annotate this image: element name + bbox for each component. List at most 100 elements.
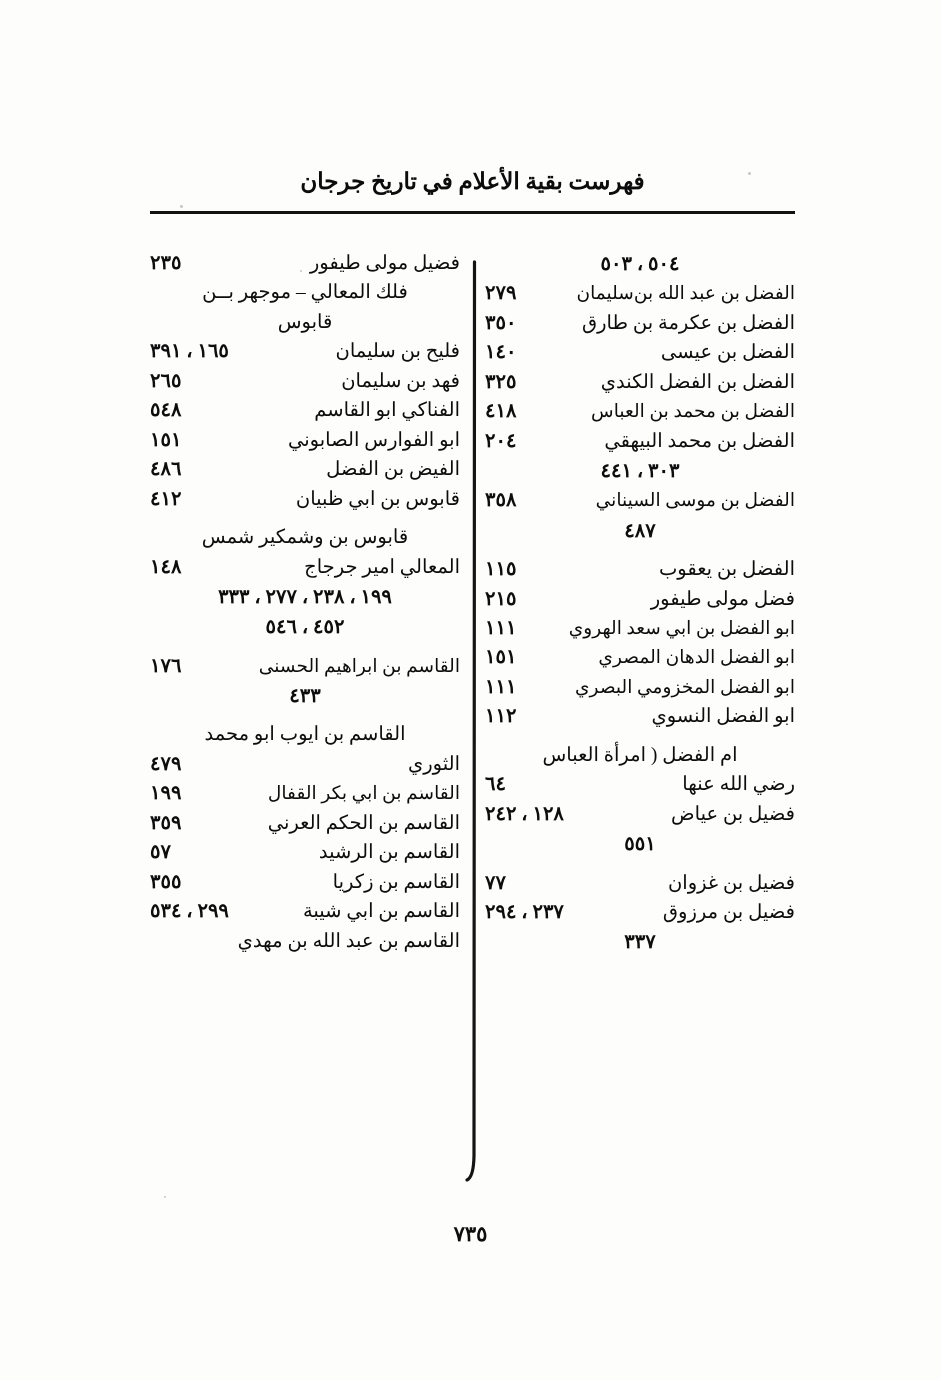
- index-entry: الثوري ٤٧٩: [150, 751, 460, 779]
- index-column-right: ٥٠٤ ، ٥٠٣ الفضل بن عبد الله بن‌سليمان ٢٧٩ ا…: [485, 250, 795, 1190]
- index-entry-name: فضيل مولى طيفور: [309, 253, 460, 274]
- row-spacer: [485, 547, 795, 556]
- index-entry-name-continuation: قابوس بن وشمكير شمس: [201, 527, 409, 549]
- index-entry-name: المعالي امير جرجاج: [304, 556, 460, 578]
- index-entry: الفضل بن عكرمة بن طارق ٣٥٠: [485, 310, 795, 338]
- index-entry-name-continuation: ام الفضل ( امرأة العباس: [542, 744, 738, 766]
- column-divider: [463, 260, 485, 1182]
- index-entry: الفضل بن عبد الله بن‌سليمان ٢٧٩: [485, 280, 795, 308]
- index-entry-name-continuation: فلك المعالي – موجهر بــن: [202, 282, 408, 304]
- index-entry-name: فضيل بن غزوان: [667, 872, 795, 894]
- index-entry: الفضل بن موسى السيناني ٣٥٨: [485, 487, 795, 515]
- index-entry-name: الفضل بن عيسى: [660, 342, 795, 364]
- index-entry-pages: ١٧٦: [150, 655, 182, 677]
- index-entry: الفضل بن محمد البيهقي ٢٠٤: [485, 428, 795, 456]
- index-entry-name: الفضل بن محمد بن العباس: [591, 401, 795, 423]
- index-columns: ٥٠٤ ، ٥٠٣ الفضل بن عبد الله بن‌سليمان ٢٧٩ ا…: [150, 250, 795, 1190]
- index-entry-pages: ٤٨٦: [150, 459, 182, 481]
- index-entry-name: ابو الفوارس الصابوني: [288, 429, 460, 451]
- index-entry-pages: ١٥١: [485, 647, 517, 669]
- index-entry-name: فليح بن سليمان: [335, 341, 460, 363]
- index-entry-name-continuation: قابوس: [277, 311, 333, 333]
- index-entry: فضيل بن غزوان ٧٧: [485, 870, 795, 898]
- index-entry-pages: ٣٥٥: [150, 871, 182, 893]
- index-entry-pages: ٢٣٥: [150, 253, 182, 274]
- row-spacer: [485, 861, 795, 870]
- page-number: ٧٣٥: [453, 1222, 488, 1246]
- index-entry-pages: ٢٦٥: [150, 370, 182, 392]
- index-entry-pages: ١٢٨ ، ٢٤٢: [485, 803, 564, 825]
- index-entry-name: الفضل بن يعقوب: [658, 559, 795, 581]
- scan-speck: [300, 270, 302, 272]
- row-spacer: [150, 515, 460, 524]
- index-entry-pages: ١١٢: [485, 706, 517, 728]
- index-entry-name: ابو الفضل النسوي: [651, 706, 795, 728]
- page-numbers-continuation: ٤٣٣: [289, 686, 321, 708]
- index-entry: رضي الله عنها ٦٤: [485, 771, 795, 799]
- index-entry-pages: ٣٥٩: [150, 812, 182, 834]
- index-entry-name: القاسم بن ابي شيبة: [302, 901, 460, 923]
- index-entry-name-continuation: القاسم بن ايوب ابو محمد: [204, 724, 406, 746]
- index-entry-pages: ١١٥: [485, 559, 517, 581]
- index-entry-name: الفضل بن عكرمة بن طارق: [581, 312, 795, 334]
- index-entry-pages: ٣٥٠: [485, 312, 517, 334]
- index-entry-pages: ٢٣٧ ، ٢٩٤: [485, 901, 564, 923]
- page-header: فهرست بقية الأعلام في تاريخ جرجان: [150, 168, 795, 214]
- page-numbers-continuation: ٥٥١: [624, 834, 656, 856]
- scan-speck: [420, 790, 422, 792]
- index-entry-pages: ١٩٩: [150, 783, 182, 805]
- scan-speck: [748, 172, 751, 175]
- index-entry: فليح بن سليمان ١٦٥ ، ٣٩١: [150, 338, 460, 366]
- index-entry-pages: ١١١: [485, 617, 517, 639]
- index-entry: الفضل بن الفضل الكندي ٣٢٥: [485, 369, 795, 397]
- index-entry: فضل مولى طيفور ٢١٥: [485, 586, 795, 614]
- index-entry-pages: ٣٢٥: [485, 371, 517, 393]
- index-entry: قابوس بن ابي ظبيان ٤١٢: [150, 486, 460, 514]
- page-numbers-continuation: ١٩٩ ، ٢٣٨ ، ٢٧٧ ، ٣٣٣: [218, 587, 392, 609]
- index-entry-name: القاسم بن زكريا: [332, 871, 460, 893]
- index-entry: فضيل بن عياض ١٢٨ ، ٢٤٢: [485, 801, 795, 829]
- index-entry-pages: ١٦٥ ، ٣٩١: [150, 341, 229, 363]
- index-entry-name: فهد بن سليمان: [341, 370, 460, 392]
- index-entry: ابو الفوارس الصابوني ١٥١: [150, 427, 460, 455]
- index-entry-name: القاسم بن ابراهيم الحسنى: [258, 655, 460, 677]
- index-entry-name: الفضل بن موسى السيناني: [595, 490, 795, 512]
- index-entry-name: الثوري: [408, 753, 460, 775]
- index-entry-pages: ٤١٨: [485, 401, 517, 423]
- index-entry: فضيل مولى طيفور ٢٣٥: [150, 250, 460, 278]
- index-entry-name: الفضل بن محمد البيهقي: [604, 430, 795, 452]
- index-entry-name-continuation: القاسم بن عبد الله بن مهدي: [237, 930, 460, 952]
- row-spacer: [150, 644, 460, 653]
- index-column-left: فضيل مولى طيفور ٢٣٥ فلك المعالي – موجهر بـ…: [150, 250, 460, 1190]
- index-entry-pages: ٢٠٤: [485, 430, 517, 452]
- index-entry-name: القاسم بن الحكم العرني: [267, 812, 460, 834]
- index-entry-pages: ١٤٠: [485, 342, 517, 364]
- index-entry-pages: ٢٩٩ ، ٥٣٤: [150, 901, 229, 923]
- index-entry-name: الفضل بن الفضل الكندي: [600, 371, 795, 393]
- index-entry-name: رضي الله عنها: [682, 774, 795, 796]
- index-entry-pages: ١١١: [485, 676, 517, 698]
- index-entry-pages: ٧٧: [485, 872, 506, 894]
- index-entry: القاسم بن ابي بكر القفال ١٩٩: [150, 780, 460, 808]
- page-numbers-continuation: ٤٨٧: [624, 520, 656, 542]
- row-spacer: [485, 733, 795, 742]
- index-entry-pages: ٢١٥: [485, 588, 517, 610]
- index-entry: القاسم بن ابي شيبة ٢٩٩ ، ٥٣٤: [150, 898, 460, 926]
- page-numbers-continuation: ٤٥٢ ، ٥٤٦: [265, 617, 345, 639]
- index-entry: الفضل بن يعقوب ١١٥: [485, 556, 795, 584]
- index-entry: القاسم بن ابراهيم الحسنى ١٧٦: [150, 653, 460, 681]
- index-entry-name: القاسم بن ابي بكر القفال: [267, 783, 460, 805]
- index-entry-pages: ٥٤٨: [150, 400, 182, 422]
- index-entry: الفضل بن محمد بن العباس ٤١٨: [485, 398, 795, 426]
- row-spacer: [150, 712, 460, 721]
- page-numbers-continuation: ٥٠٤ ، ٥٠٣: [600, 254, 680, 275]
- index-entry-pages: ٤١٢: [150, 488, 182, 510]
- index-entry-pages: ٤٧٩: [150, 753, 182, 775]
- page-numbers-continuation: ٣٣٧: [624, 932, 656, 954]
- index-entry-pages: ٥٧: [150, 842, 171, 864]
- index-entry-name: قابوس بن ابي ظبيان: [295, 488, 460, 510]
- index-entry: القاسم بن زكريا ٣٥٥: [150, 869, 460, 897]
- index-entry: فضيل بن مرزوق ٢٣٧ ، ٢٩٤: [485, 899, 795, 927]
- index-entry-name: الفيض بن الفضل: [326, 459, 460, 481]
- index-entry-pages: ١٥١: [150, 429, 182, 451]
